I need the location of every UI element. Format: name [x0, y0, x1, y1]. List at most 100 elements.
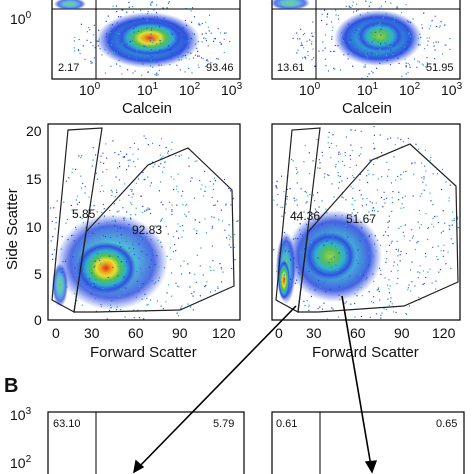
event-dot — [153, 59, 155, 61]
event-dot — [94, 47, 96, 49]
event-dot — [168, 154, 170, 156]
event-dot — [337, 161, 339, 163]
event-dot — [150, 55, 152, 57]
event-dot — [451, 219, 453, 221]
event-dot — [151, 280, 153, 282]
event-dot — [138, 290, 140, 292]
event-dot — [217, 58, 219, 60]
event-dot — [141, 211, 144, 213]
event-dot — [121, 73, 123, 75]
event-dot — [366, 49, 368, 51]
event-dot — [90, 41, 92, 43]
event-dot — [342, 36, 344, 38]
event-dot — [211, 196, 213, 198]
event-dot — [370, 32, 372, 34]
event-dot — [187, 303, 189, 305]
event-dot — [359, 173, 361, 175]
event-dot — [316, 265, 318, 267]
event-dot — [85, 227, 87, 229]
event-dot — [160, 201, 162, 203]
event-dot — [421, 193, 423, 195]
event-dot — [150, 59, 152, 61]
event-dot — [177, 56, 179, 58]
event-dot — [355, 164, 358, 166]
event-dot — [230, 236, 232, 238]
event-dot — [337, 172, 339, 174]
event-dot — [175, 250, 177, 252]
event-dot — [94, 260, 96, 262]
event-dot — [171, 209, 173, 211]
event-dot — [176, 230, 178, 232]
event-dot — [373, 280, 375, 282]
gate-percentage: 51.67 — [346, 212, 376, 226]
event-dot — [234, 233, 236, 235]
event-dot — [144, 247, 146, 249]
event-dots — [292, 0, 451, 79]
event-dot — [156, 300, 158, 302]
event-dot — [110, 8, 112, 10]
event-dot — [110, 27, 112, 29]
event-dot — [390, 182, 392, 184]
event-dot — [432, 42, 435, 44]
event-dot — [183, 37, 185, 39]
y-axis-label: Side Scatter — [4, 188, 21, 270]
event-dot — [166, 7, 168, 9]
x-tick-label: 30 — [84, 325, 100, 341]
event-dot — [359, 179, 361, 181]
event-dot — [82, 222, 84, 224]
event-dot — [443, 250, 445, 252]
event-dot — [326, 318, 329, 320]
event-dot — [311, 248, 313, 250]
event-dot — [338, 242, 340, 245]
panel-bottom-left: 63.10 5.79 — [47, 411, 245, 474]
event-dot — [402, 42, 404, 44]
event-dot — [348, 5, 350, 7]
event-dot — [88, 26, 90, 29]
event-dot — [299, 38, 301, 40]
event-dot — [361, 77, 363, 79]
panel-calcein-right: 13.61 51.95 — [270, 0, 461, 80]
event-dot — [122, 217, 124, 219]
event-dot — [130, 218, 132, 220]
event-dot — [329, 288, 331, 290]
event-dot — [311, 32, 313, 34]
event-dot — [312, 21, 314, 23]
event-dot — [323, 244, 325, 246]
event-dot — [433, 226, 435, 228]
event-dot — [146, 16, 148, 18]
event-dot — [381, 26, 384, 28]
event-dot — [375, 67, 378, 69]
event-dot — [104, 236, 107, 238]
event-dot — [324, 233, 326, 235]
event-dot — [160, 305, 162, 307]
event-dot — [312, 160, 314, 162]
event-dot — [123, 156, 125, 159]
event-dot — [161, 157, 163, 159]
gate-percentage: 5.85 — [72, 207, 96, 221]
event-dot — [201, 41, 203, 43]
event-dot — [304, 144, 306, 147]
event-dot — [122, 245, 124, 247]
event-dot — [377, 210, 379, 212]
event-dot — [400, 225, 402, 227]
event-dot — [194, 54, 197, 56]
event-dot — [133, 231, 135, 233]
event-dot — [147, 144, 149, 146]
x-axis-ticks: 100 101 102 103 — [79, 81, 243, 98]
event-dot — [155, 281, 157, 283]
event-dot — [314, 208, 316, 210]
event-dot — [182, 190, 184, 192]
event-dot — [150, 4, 152, 6]
event-dot — [169, 49, 171, 51]
event-dot — [435, 41, 437, 43]
event-dot — [437, 258, 439, 260]
event-dot — [419, 195, 421, 197]
event-dot — [401, 32, 403, 34]
event-dot — [321, 223, 323, 225]
event-dot — [395, 248, 397, 250]
event-dot — [228, 244, 230, 246]
event-dot — [376, 189, 378, 191]
event-dot — [310, 242, 313, 244]
event-dot — [383, 234, 385, 236]
y-tick-label: 0 — [34, 312, 42, 328]
